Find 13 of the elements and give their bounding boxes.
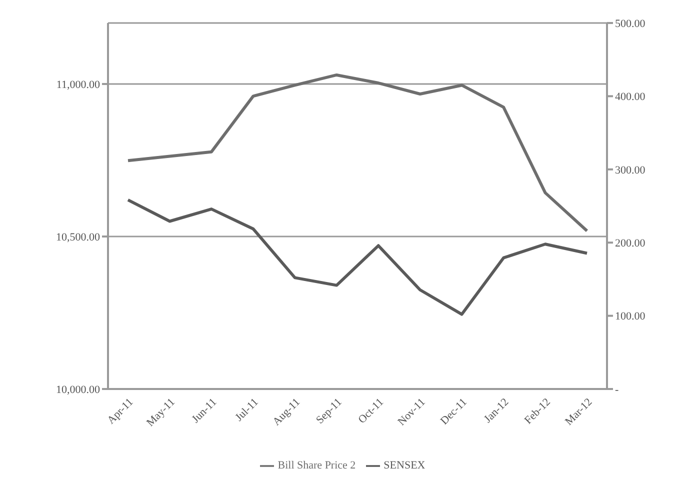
y2-tick-label: 200.00 [615,238,646,250]
y-tick-label: 10,000.00 [56,384,100,396]
y-tick-label: 11,000.00 [56,78,100,91]
y2-tick-label: 500.00 [615,18,646,30]
line-series [126,198,588,316]
y2-tick-label: 400.00 [615,91,646,104]
y2-tick-label: - [615,384,619,396]
y2-tick-label: 300.00 [615,164,646,176]
legend-label: Bill Share Price 2 [278,460,356,472]
line-series [126,73,588,232]
legend-label: SENSEX [384,460,426,472]
y2-tick-label: 100.00 [615,310,646,323]
y-tick-label: 10,500.00 [56,231,100,244]
